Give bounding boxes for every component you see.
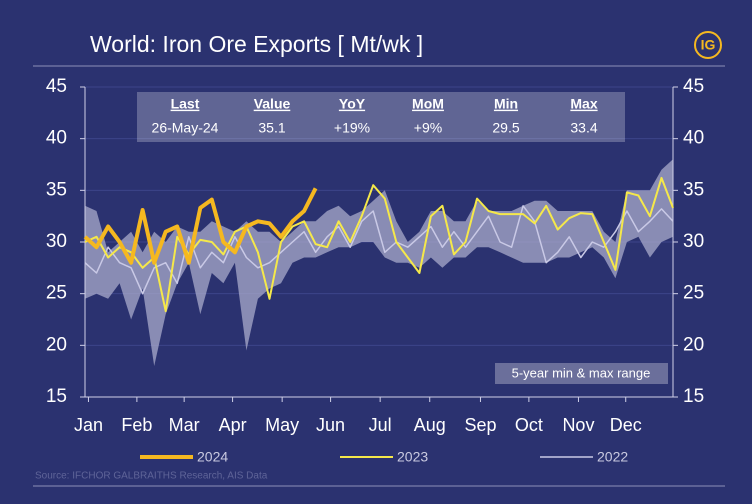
y-tick-label: 25: [46, 283, 67, 304]
summary-value: 33.4: [570, 120, 597, 136]
summary-header: Max: [570, 96, 597, 112]
y2-tick-label: 20: [683, 334, 704, 355]
x-tick-label: Apr: [219, 415, 247, 435]
series-line: [84, 205, 674, 295]
summary-header: YoY: [339, 96, 366, 112]
chart-title: World: Iron Ore Exports [ Mt/wk ]: [90, 31, 423, 57]
legend-label: 2023: [397, 449, 428, 465]
legend-label: 2024: [197, 449, 228, 465]
logo: IG: [701, 37, 716, 53]
summary-header: Min: [494, 96, 518, 112]
summary-value: 26-May-24: [152, 120, 219, 136]
x-tick-label: Oct: [515, 415, 543, 435]
y2-tick-label: 35: [683, 179, 704, 200]
summary-value: +19%: [334, 120, 370, 136]
y2-tick-label: 40: [683, 128, 704, 149]
x-tick-label: Jun: [316, 415, 345, 435]
summary-header: Last: [171, 96, 200, 112]
y2-tick-label: 15: [683, 386, 704, 407]
summary-value: 35.1: [258, 120, 285, 136]
x-tick-label: Mar: [169, 415, 200, 435]
series-line: [83, 187, 318, 265]
y2-tick-label: 45: [683, 76, 704, 97]
x-tick-label: Jan: [74, 415, 103, 435]
summary-box: [137, 92, 625, 142]
logo-ring: [694, 31, 722, 59]
summary-value: 29.5: [492, 120, 519, 136]
x-tick-label: Sep: [464, 415, 496, 435]
y-tick-label: 45: [46, 76, 67, 97]
x-tick-label: Feb: [121, 415, 152, 435]
y-tick-label: 35: [46, 179, 67, 200]
annotation: 5-year min & max range: [512, 365, 651, 380]
x-tick-label: Dec: [610, 415, 642, 435]
y2-tick-label: 25: [683, 283, 704, 304]
range-band: [85, 159, 673, 366]
x-tick-label: May: [265, 415, 299, 435]
legend-label: 2022: [597, 449, 628, 465]
x-tick-label: Aug: [414, 415, 446, 435]
summary-value: +9%: [414, 120, 442, 136]
annotation-box: [495, 363, 668, 384]
y-tick-label: 15: [46, 386, 67, 407]
y-tick-label: 20: [46, 334, 67, 355]
x-tick-label: Jul: [369, 415, 392, 435]
source: Source: IFCHOR GALBRAITHS Research, AIS …: [35, 471, 268, 482]
y2-tick-label: 30: [683, 231, 704, 252]
x-tick-label: Nov: [562, 415, 594, 435]
summary-header: MoM: [412, 96, 444, 112]
y-tick-label: 40: [46, 128, 67, 149]
y-tick-label: 30: [46, 231, 67, 252]
summary-header: Value: [254, 96, 291, 112]
